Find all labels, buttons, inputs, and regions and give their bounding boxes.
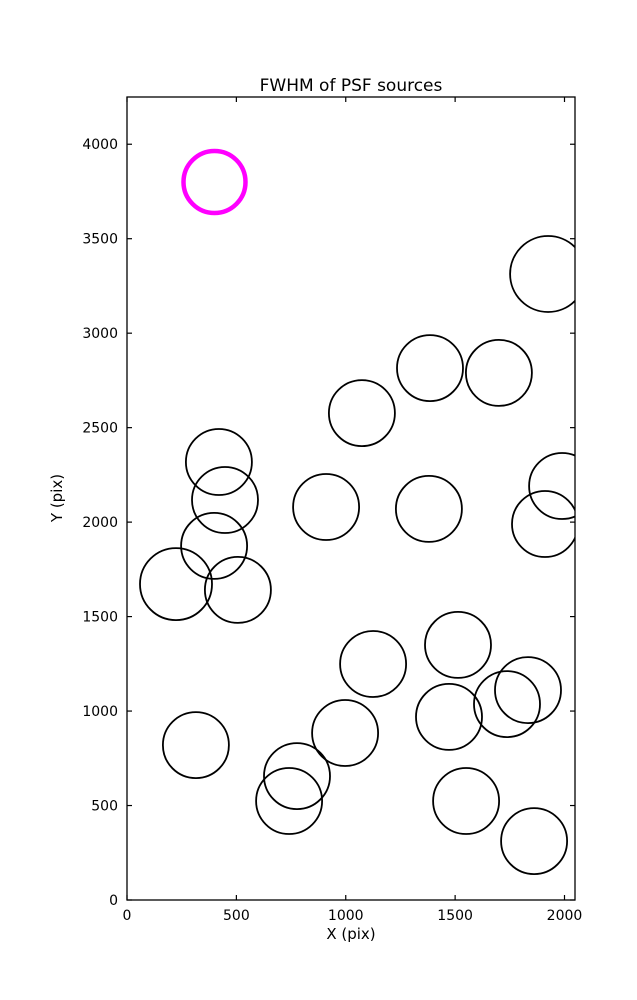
highlighted-source-marker: [181, 148, 248, 216]
x-tick-label: 500: [223, 908, 250, 924]
psf-sources-marker: [396, 334, 464, 403]
plot-background: [127, 97, 575, 900]
psf-sources-marker: [432, 767, 501, 835]
axes-frame: [126, 96, 576, 901]
y-tick-label: 500: [91, 799, 118, 815]
plot-title: FWHM of PSF sources: [259, 76, 443, 96]
y-tick-label: 2500: [82, 421, 118, 437]
psf-sources-marker: [203, 556, 272, 624]
psf-sources-marker: [255, 767, 324, 835]
psf-sources-marker: [494, 656, 562, 724]
y-tick-label: 1500: [82, 610, 118, 626]
x-axis-label: X (pix): [326, 925, 376, 943]
y-tick-label: 3500: [82, 232, 118, 248]
marker-layer: [139, 148, 575, 875]
psf-sources-marker: [184, 428, 253, 496]
psf-sources-marker: [424, 611, 492, 679]
psf-sources-marker: [139, 547, 213, 621]
psf-sources-marker: [263, 742, 331, 810]
psf-sources-marker: [500, 807, 568, 875]
x-tick-label: 2000: [547, 908, 583, 924]
y-tick-label: 2000: [82, 515, 118, 531]
psf-sources-marker: [394, 474, 463, 543]
y-tick-label: 3000: [82, 326, 118, 342]
x-tick-label: 1000: [328, 908, 364, 924]
psf-sources-marker: [327, 379, 396, 448]
psf-sources-marker: [464, 338, 533, 407]
psf-sources-marker: [292, 473, 361, 541]
y-tick-label: 1000: [82, 704, 118, 720]
y-tick-label: 0: [109, 893, 118, 909]
psf-sources-marker: [339, 630, 408, 698]
psf-sources-marker: [473, 670, 541, 738]
psf-sources-marker: [528, 452, 575, 520]
psf-sources-marker: [415, 683, 483, 751]
y-axis-label: Y (pix): [48, 473, 66, 523]
psf-sources-marker: [180, 512, 249, 580]
psf-sources-marker: [191, 466, 259, 534]
psf-sources-marker: [311, 699, 380, 767]
psf-sources-marker: [511, 490, 575, 558]
x-tick-label: 0: [123, 908, 132, 924]
x-tick-label: 1500: [437, 908, 473, 924]
psf-sources-marker: [509, 235, 575, 313]
psf-sources-marker: [161, 711, 230, 779]
y-tick-label: 4000: [82, 137, 118, 153]
